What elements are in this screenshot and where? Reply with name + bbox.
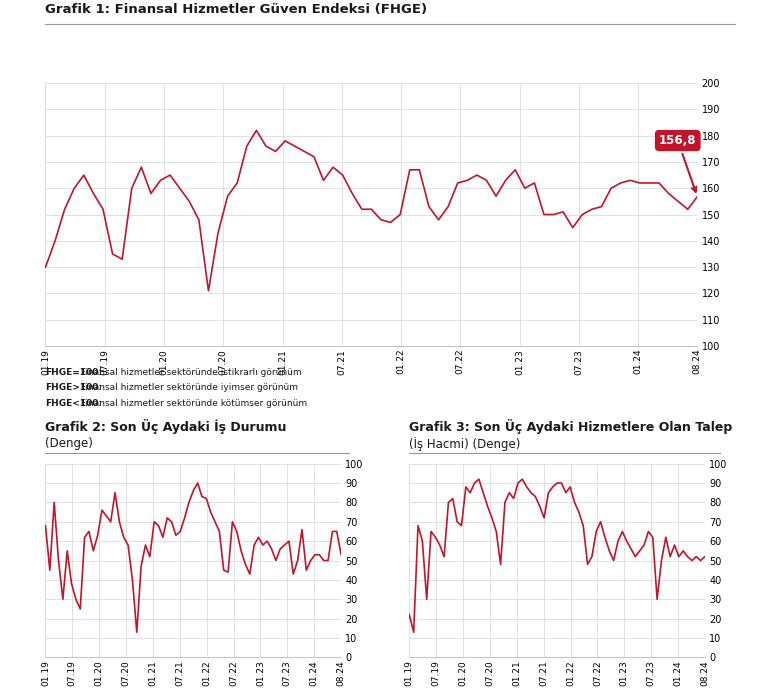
Text: Finansal hizmetler sektöründe istikrarlı görünüm: Finansal hizmetler sektöründe istikrarlı… — [78, 368, 302, 377]
Text: FHGE>100:: FHGE>100: — [45, 383, 102, 392]
Text: 156,8: 156,8 — [659, 134, 697, 192]
Text: Grafik 3: Son Üç Aydaki Hizmetlere Olan Talep: Grafik 3: Son Üç Aydaki Hizmetlere Olan … — [409, 419, 732, 434]
Text: FHGE<100:: FHGE<100: — [45, 399, 102, 408]
Text: (Denge): (Denge) — [45, 437, 93, 450]
Text: Finansal hizmetler sektöründe kötümser görünüm: Finansal hizmetler sektöründe kötümser g… — [78, 399, 307, 408]
Text: Grafik 2: Son Üç Aydaki İş Durumu: Grafik 2: Son Üç Aydaki İş Durumu — [45, 419, 287, 434]
Text: Finansal hizmetler sektöründe iyimser görünüm: Finansal hizmetler sektöründe iyimser gö… — [78, 383, 298, 392]
Text: Grafik 1: Finansal Hizmetler Güven Endeksi (FHGE): Grafik 1: Finansal Hizmetler Güven Endek… — [45, 3, 428, 17]
Text: FHGE=100:: FHGE=100: — [45, 368, 102, 377]
Text: (İş Hacmi) (Denge): (İş Hacmi) (Denge) — [409, 437, 521, 451]
